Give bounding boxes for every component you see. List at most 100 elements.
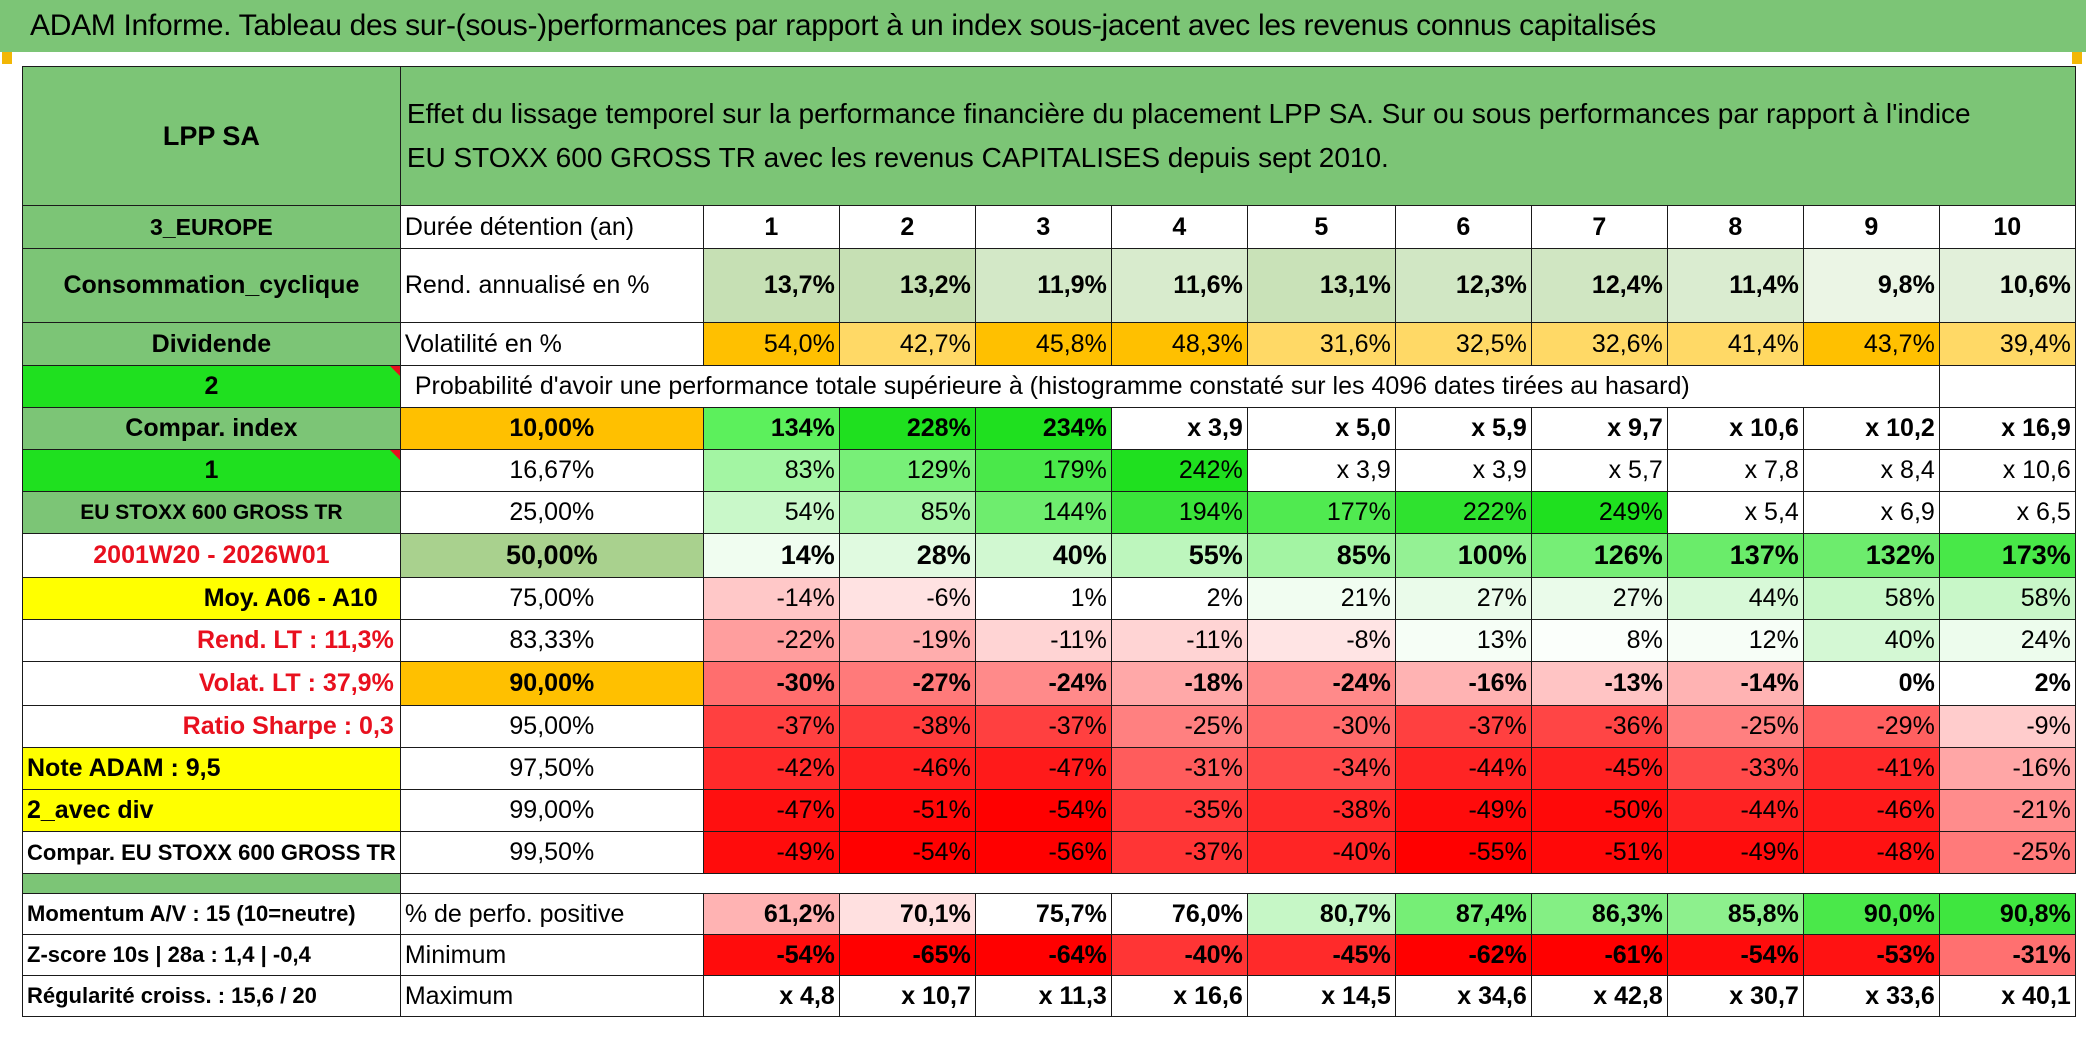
quantile-value: 13%: [1394, 619, 1532, 662]
volatility-label: Volatilité en %: [399, 322, 704, 366]
quantile-value: 54%: [702, 491, 840, 534]
maximum-value: x 33,6: [1802, 975, 1940, 1017]
minimum-value: -53%: [1802, 934, 1940, 976]
quantile-value: 8%: [1530, 619, 1668, 662]
volatility-value: 43,7%: [1802, 322, 1940, 366]
quantile-value: 27%: [1394, 577, 1532, 620]
year-header: 2: [838, 205, 976, 249]
year-header: 6: [1394, 205, 1532, 249]
period-label: 2001W20 - 2026W01: [22, 533, 401, 578]
quantile-value: -22%: [702, 619, 840, 662]
quantile-value: -40%: [1246, 831, 1396, 874]
resize-handle-top-right[interactable]: [2072, 52, 2082, 64]
quantile-value: 40%: [1802, 619, 1940, 662]
minimum-value: -40%: [1110, 934, 1248, 976]
annual-return-value: 12,4%: [1530, 248, 1668, 323]
quantile-value: 28%: [838, 533, 976, 578]
quantile-value: 21%: [1246, 577, 1396, 620]
quantile-value: -16%: [1394, 661, 1532, 706]
minimum-value: -54%: [702, 934, 840, 976]
quantile-percent: 99,00%: [399, 789, 704, 832]
quantile-value: -49%: [1666, 831, 1804, 874]
maximum-value: x 16,6: [1110, 975, 1248, 1017]
quantile-value: x 9,7: [1530, 407, 1668, 450]
quantile-value: -35%: [1110, 789, 1248, 832]
quantile-value: 173%: [1938, 533, 2076, 578]
report-title: ADAM Informe. Tableau des sur-(sous-)per…: [0, 0, 2086, 52]
minimum-label: Minimum: [399, 934, 704, 976]
probability-caption: Probabilité d'avoir une performance tota…: [399, 365, 1940, 408]
volatility-value: 45,8%: [974, 322, 1112, 366]
quantile-value: 132%: [1802, 533, 1940, 578]
quantile-value: 58%: [1802, 577, 1940, 620]
quantile-value: -30%: [702, 661, 840, 706]
quantile-value: -13%: [1530, 661, 1668, 706]
quantile-value: 2%: [1110, 577, 1248, 620]
quantile-value: 27%: [1530, 577, 1668, 620]
quantile-value: -45%: [1530, 747, 1668, 790]
quantile-value: 55%: [1110, 533, 1248, 578]
quantile-value: 242%: [1110, 449, 1248, 492]
quantile-value: -11%: [1110, 619, 1248, 662]
long-term-return: Rend. LT : 11,3%: [22, 619, 401, 662]
sharpe-ratio: Ratio Sharpe : 0,3: [22, 705, 401, 748]
quantile-value: -49%: [1394, 789, 1532, 832]
quantile-value: -14%: [702, 577, 840, 620]
quantile-percent: 95,00%: [399, 705, 704, 748]
quantile-value: -54%: [838, 831, 976, 874]
quantile-value: 228%: [838, 407, 976, 450]
volatility-value: 32,5%: [1394, 322, 1532, 366]
minimum-value: -61%: [1530, 934, 1668, 976]
resize-handle-top-left[interactable]: [2, 52, 12, 64]
positive-perf-value: 90,8%: [1938, 893, 2076, 935]
quantile-value: -21%: [1938, 789, 2076, 832]
quantile-value: x 5,0: [1246, 407, 1396, 450]
quantile-value: -29%: [1802, 705, 1940, 748]
year-header: 3: [974, 205, 1112, 249]
quantile-value: -18%: [1110, 661, 1248, 706]
holding-duration-label: Durée détention (an): [399, 205, 704, 249]
volatility-value: 39,4%: [1938, 322, 2076, 366]
quantile-percent: 10,00%: [399, 407, 704, 450]
quantile-value: -25%: [1666, 705, 1804, 748]
positive-perf-value: 86,3%: [1530, 893, 1668, 935]
quantile-value: -48%: [1802, 831, 1940, 874]
quantile-value: -14%: [1666, 661, 1804, 706]
quantile-value: -25%: [1110, 705, 1248, 748]
maximum-value: x 10,7: [838, 975, 976, 1017]
quantile-value: 177%: [1246, 491, 1396, 534]
quantile-value: x 5,9: [1394, 407, 1532, 450]
quantile-percent: 75,00%: [399, 577, 704, 620]
annual-return-value: 11,9%: [974, 248, 1112, 323]
quantile-value: 234%: [974, 407, 1112, 450]
annual-return-value: 13,7%: [702, 248, 840, 323]
maximum-value: x 40,1: [1938, 975, 2076, 1017]
annual-return-value: 11,6%: [1110, 248, 1248, 323]
quantile-value: 12%: [1666, 619, 1804, 662]
annual-return-label: Rend. annualisé en %: [399, 248, 704, 323]
compar-index-label: Compar. index: [22, 407, 401, 450]
positive-perf-value: 80,7%: [1246, 893, 1396, 935]
quantile-value: 144%: [974, 491, 1112, 534]
positive-perf-value: 87,4%: [1394, 893, 1532, 935]
quantile-value: -51%: [838, 789, 976, 832]
quantile-value: 134%: [702, 407, 840, 450]
quantile-value: -27%: [838, 661, 976, 706]
quantile-value: -30%: [1246, 705, 1396, 748]
quantile-value: x 3,9: [1394, 449, 1532, 492]
quantile-value: -46%: [838, 747, 976, 790]
minimum-value: -65%: [838, 934, 976, 976]
quantile-value: x 10,2: [1802, 407, 1940, 450]
maximum-value: x 4,8: [702, 975, 840, 1017]
quantile-value: x 10,6: [1666, 407, 1804, 450]
maximum-value: x 11,3: [974, 975, 1112, 1017]
maximum-value: x 14,5: [1246, 975, 1396, 1017]
quantile-value: 44%: [1666, 577, 1804, 620]
quantile-value: x 5,4: [1666, 491, 1804, 534]
description-line-1: Effet du lissage temporel sur la perform…: [406, 98, 1971, 129]
year-header: 4: [1110, 205, 1248, 249]
quantile-value: -37%: [1394, 705, 1532, 748]
volatility-value: 48,3%: [1110, 322, 1248, 366]
quantile-value: -16%: [1938, 747, 2076, 790]
quantile-value: 194%: [1110, 491, 1248, 534]
